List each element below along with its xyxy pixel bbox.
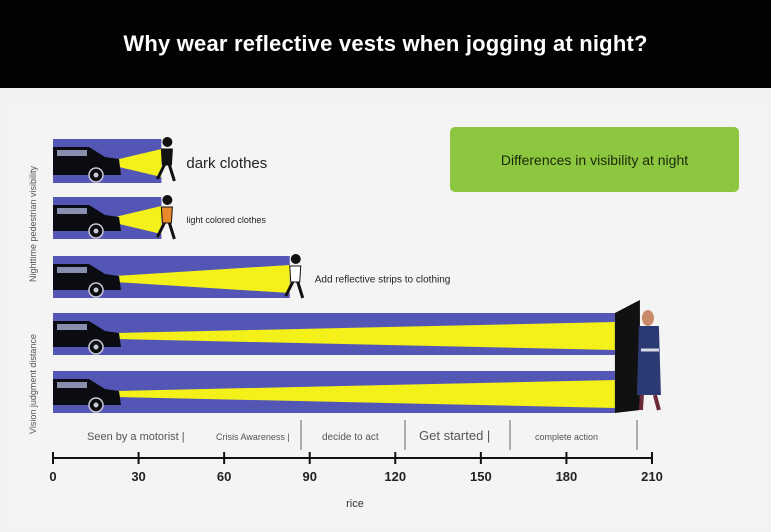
headlight-beam [115,265,290,293]
axis-label: rice [346,498,364,510]
row-label: dark clothes [186,155,267,172]
page-title: Why wear reflective vests when jogging a… [123,31,648,56]
axis-tick-label: 0 [49,469,56,484]
visibility-row: light colored clothes [53,197,266,239]
axis-tick-label: 60 [217,469,231,484]
pedestrian-icon [156,137,176,182]
pedestrian-icon [156,195,176,240]
car-icon [53,205,121,239]
car-icon [53,321,121,355]
pedestrian-figure-icon [614,300,661,413]
axis-tick-label: 150 [470,469,492,484]
side-label-bottom: Vision judgment distance [28,334,38,434]
axis-tick-label: 120 [384,469,406,484]
headlight-beam [115,206,162,234]
headlight-beam [115,322,615,350]
row-label: Add reflective strips to clothing [315,274,451,285]
row-label: light colored clothes [186,215,266,225]
axis-tick-label: 180 [556,469,578,484]
stage-label: Seen by a motorist | [87,431,185,443]
axis-tick-label: 90 [302,469,316,484]
stage-label: decide to act [322,432,379,443]
visibility-row [53,313,615,355]
badge-text: Differences in visibility at night [500,151,689,168]
visibility-badge: Differences in visibility at night [450,127,739,192]
visibility-row: Add reflective strips to clothing [53,256,450,298]
visibility-row [53,371,615,413]
car-icon [53,379,121,413]
car-icon [53,147,121,183]
side-label-top: Nighttime pedestrian visibility [28,165,38,282]
pedestrian-icon [284,254,305,299]
stage-label: complete action [535,432,598,442]
headlight-beam [115,380,615,408]
car-icon [53,264,121,298]
header-bar: Why wear reflective vests when jogging a… [0,0,771,88]
stage-label: Get started | [419,428,490,443]
stage-label: Crisis Awareness | [216,432,290,442]
headlight-beam [115,149,162,177]
visibility-row: dark clothes [53,139,267,183]
axis-tick-label: 210 [641,469,663,484]
axis-tick-label: 30 [131,469,145,484]
